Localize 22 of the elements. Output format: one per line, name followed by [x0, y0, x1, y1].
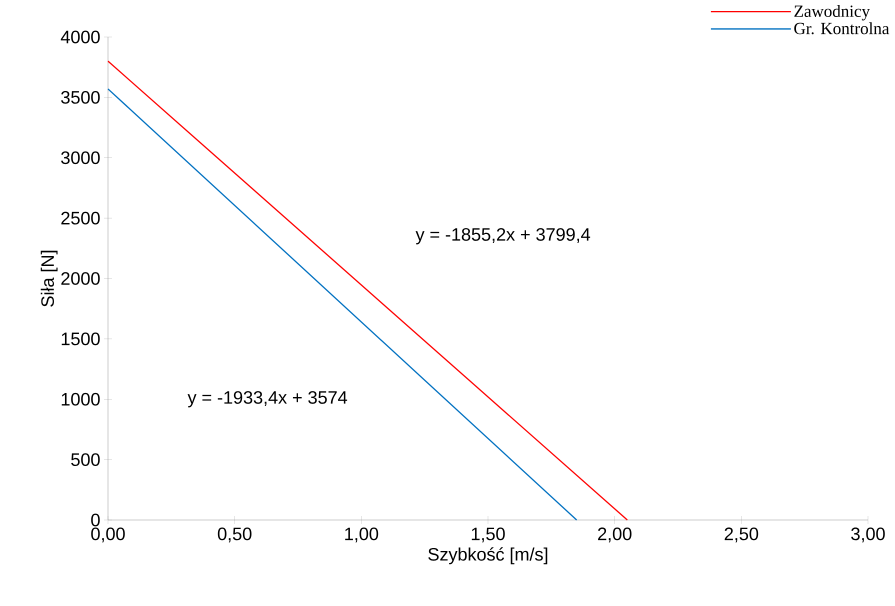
- x-tick-label: 0,50: [218, 528, 252, 542]
- y-tick-label: 0: [91, 514, 100, 526]
- annotation: y = -1933,4x + 3574: [188, 391, 348, 408]
- x-tick-label: 3,00: [851, 528, 885, 542]
- x-tick-label: 1,50: [472, 528, 505, 542]
- y-tick-label: 2000: [61, 272, 100, 285]
- legend-label: Zawodnicy: [794, 4, 870, 20]
- y-tick-label: 3000: [61, 151, 100, 164]
- x-axis-title: Szybkość [m/s]: [428, 547, 548, 564]
- y-tick-label: 2500: [61, 212, 100, 224]
- y-tick-label: 4000: [60, 30, 100, 44]
- x-tick-label: 2,50: [724, 528, 758, 542]
- x-tick-label: 0,00: [91, 528, 125, 542]
- y-axis-title: Siła [N]: [40, 250, 58, 307]
- y-tick-label: 500: [71, 453, 100, 466]
- x-tick-label: 1,00: [345, 528, 378, 542]
- y-tick-label: 1500: [62, 332, 100, 346]
- y-tick-label: 1000: [62, 392, 100, 406]
- x-tick-label: 2,00: [598, 528, 632, 542]
- y-tick-label: 3500: [61, 90, 100, 104]
- legend-label: Gr. Kontrolna: [794, 22, 890, 34]
- annotation: y = -1855,2x + 3799,4: [416, 228, 590, 244]
